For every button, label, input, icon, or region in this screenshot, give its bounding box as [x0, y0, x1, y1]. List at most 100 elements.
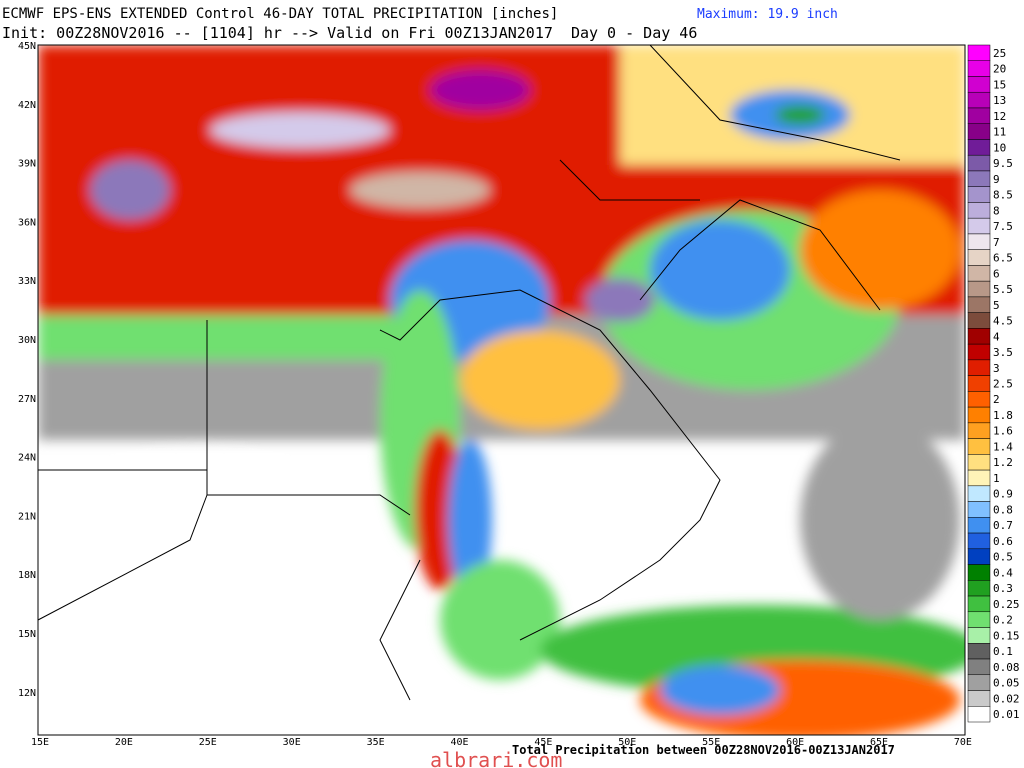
colorbar-label: 5 — [993, 299, 1000, 312]
lon-label: 50E — [618, 737, 636, 748]
colorbar-label: 8.5 — [993, 189, 1013, 202]
lon-label: 70E — [954, 737, 972, 748]
colorbar-label: 0.05 — [993, 677, 1020, 690]
colorbar-swatch — [967, 312, 991, 329]
colorbar-label: 2.5 — [993, 378, 1013, 391]
borders — [38, 45, 901, 701]
colorbar-label: 3.5 — [993, 346, 1013, 359]
colorbar-swatch — [967, 265, 991, 282]
colorbar-swatch — [967, 296, 991, 313]
lon-label: 30E — [283, 737, 301, 748]
colorbar-swatch — [967, 611, 991, 628]
colorbar-label: 0.6 — [993, 535, 1013, 548]
colorbar-swatch — [967, 627, 991, 644]
colorbar-swatch — [967, 706, 991, 723]
colorbar-label: 0.8 — [993, 503, 1013, 516]
colorbar-swatch — [967, 123, 991, 140]
colorbar-label: 6 — [993, 267, 1000, 280]
lat-label: 39N — [18, 159, 36, 170]
lon-label: 60E — [786, 737, 804, 748]
colorbar-swatch — [967, 280, 991, 298]
colorbar-swatch — [967, 107, 991, 124]
colorbar-label: 11 — [993, 126, 1006, 139]
colorbar-label: 0.9 — [993, 488, 1013, 501]
lat-label: 24N — [18, 453, 36, 464]
colorbar-swatch — [967, 674, 991, 691]
maximum: Maximum: 19.9 inch — [697, 7, 838, 22]
colorbar-swatch — [967, 233, 991, 250]
colorbar-label: 1.2 — [993, 456, 1013, 469]
lat-label: 33N — [18, 276, 36, 287]
lon-label: 20E — [115, 737, 133, 748]
colorbar-label: 25 — [993, 47, 1006, 60]
colorbar-label: 10 — [993, 141, 1006, 154]
colorbar-swatch — [967, 154, 991, 172]
colorbar-swatch — [967, 76, 991, 93]
colorbar-label: 4.5 — [993, 315, 1013, 328]
colorbar-swatch — [967, 595, 991, 613]
colorbar-swatch — [967, 328, 991, 345]
colorbar-swatch — [967, 485, 991, 502]
colorbar-label: 1 — [993, 472, 1000, 485]
precip-shading — [38, 45, 965, 735]
colorbar-swatch — [967, 186, 991, 203]
colorbar-swatch — [967, 658, 991, 676]
lon-label: 55E — [702, 737, 720, 748]
colorbar: 252015131211109.598.587.576.565.554.543.… — [967, 44, 1020, 723]
colorbar-label: 7 — [993, 236, 1000, 249]
colorbar-swatch — [967, 406, 991, 424]
caption: Total Precipitation between 00Z28NOV2016… — [512, 743, 895, 757]
colorbar-label: 6.5 — [993, 252, 1013, 265]
colorbar-label: 15 — [993, 78, 1006, 91]
colorbar-swatch — [967, 91, 991, 109]
colorbar-label: 13 — [993, 94, 1006, 107]
lat-label: 27N — [18, 394, 36, 405]
colorbar-label: 0.5 — [993, 551, 1013, 564]
lon-label: 45E — [534, 737, 552, 748]
colorbar-swatch — [967, 564, 991, 581]
map-frame — [37, 44, 966, 736]
colorbar-swatch — [967, 44, 991, 61]
init-line: Init: 00Z28NOV2016 -- [1104] hr --> Vali… — [2, 24, 697, 42]
colorbar-swatch — [967, 454, 991, 471]
colorbar-swatch — [967, 580, 991, 597]
colorbar-swatch — [967, 343, 991, 361]
colorbar-swatch — [967, 139, 991, 156]
title: ECMWF EPS-ENS EXTENDED Control 46-DAY TO… — [2, 6, 558, 22]
colorbar-swatch — [967, 548, 991, 565]
lon-label: 35E — [367, 737, 385, 748]
colorbar-swatch — [967, 469, 991, 487]
lat-label: 36N — [18, 217, 36, 228]
colorbar-swatch — [967, 501, 991, 518]
colorbar-swatch — [967, 690, 991, 707]
colorbar-label: 9 — [993, 173, 1000, 186]
colorbar-label: 3 — [993, 362, 1000, 375]
colorbar-label: 1.8 — [993, 409, 1013, 422]
lon-label: 25E — [199, 737, 217, 748]
colorbar-label: 0.25 — [993, 598, 1020, 611]
colorbar-swatch — [967, 643, 991, 660]
colorbar-swatch — [967, 202, 991, 219]
colorbar-label: 0.1 — [993, 645, 1013, 658]
colorbar-swatch — [967, 249, 991, 266]
colorbar-label: 2 — [993, 393, 1000, 406]
colorbar-swatch — [967, 517, 991, 534]
colorbar-label: 1.6 — [993, 425, 1013, 438]
colorbar-label: 9.5 — [993, 157, 1013, 170]
colorbar-swatch — [967, 532, 991, 550]
colorbar-label: 0.08 — [993, 661, 1020, 674]
colorbar-swatch — [967, 375, 991, 392]
colorbar-label: 5.5 — [993, 283, 1013, 296]
lon-label: 40E — [450, 737, 468, 748]
lat-label: 15N — [18, 629, 36, 640]
lat-label: 18N — [18, 570, 36, 581]
lat-label: 12N — [18, 688, 36, 699]
colorbar-label: 8 — [993, 204, 1000, 217]
colorbar-swatch — [967, 422, 991, 439]
lon-label: 65E — [870, 737, 888, 748]
lat-label: 45N — [18, 41, 36, 52]
colorbar-swatch — [967, 60, 991, 77]
colorbar-swatch — [967, 170, 991, 187]
